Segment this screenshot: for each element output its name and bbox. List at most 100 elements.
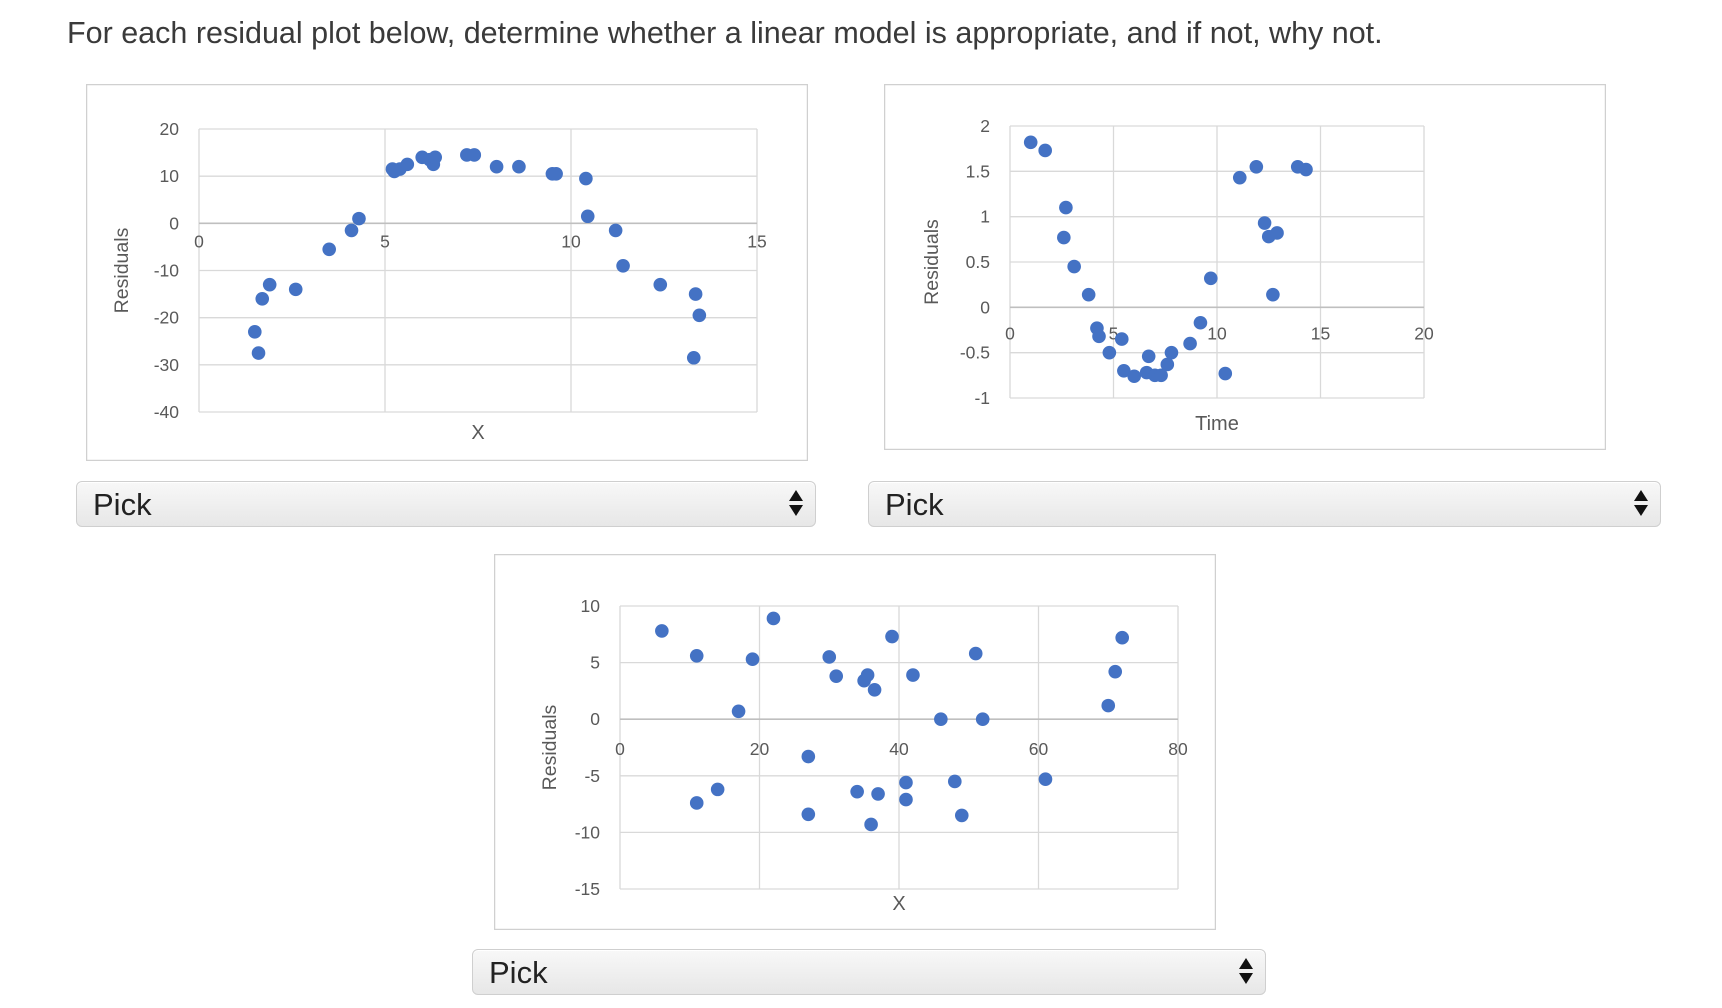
y-tick-label: 1 [980, 207, 990, 227]
data-point [655, 624, 669, 638]
x-axis-title: X [892, 893, 905, 915]
y-tick-label: 5 [590, 653, 600, 673]
residual-plot-2: 2 1.5 1 0.5 0 -0.5 -1 0 5 10 15 20 Residuals Time [884, 84, 1606, 450]
x-tick-label: 0 [194, 231, 204, 251]
x-tick-label: 15 [747, 231, 766, 251]
chart-frame [884, 84, 1606, 450]
answer-select-1[interactable]: Pick [76, 481, 816, 527]
data-point [688, 287, 703, 301]
x-tick-label: 5 [1109, 323, 1119, 343]
x-tick-label: 5 [380, 231, 390, 251]
data-point [251, 346, 266, 360]
data-point [686, 350, 701, 365]
data-point [689, 796, 704, 810]
y-tick-label: -15 [575, 879, 600, 899]
data-point [1067, 259, 1081, 274]
data-point [1038, 772, 1053, 786]
y-tick-label: -20 [154, 308, 180, 328]
data-point [1232, 170, 1247, 185]
data-point [400, 157, 415, 172]
residual-plot-2-svg: 2 1.5 1 0.5 0 -0.5 -1 0 5 10 15 20 Residuals Time [884, 84, 1606, 450]
data-point [801, 807, 816, 822]
data-point [899, 775, 913, 790]
data-point [906, 668, 920, 682]
answer-select-1-value: Pick [93, 487, 152, 522]
data-point [692, 308, 707, 323]
x-tick-label: 10 [561, 231, 581, 251]
x-tick-label: 60 [1029, 739, 1049, 759]
data-point [1154, 368, 1168, 383]
data-point [1117, 364, 1131, 378]
data-point [262, 277, 277, 292]
y-tick-label: 1.5 [966, 161, 990, 181]
y-tick-label: -10 [575, 822, 601, 842]
x-tick-label: 0 [615, 739, 625, 759]
data-point [975, 712, 990, 726]
data-point [1160, 357, 1175, 372]
data-point [1127, 369, 1141, 384]
data-point [1164, 345, 1179, 360]
data-point [1101, 698, 1116, 713]
data-point [860, 668, 875, 682]
answer-select-3[interactable]: Pick [472, 949, 1266, 995]
data-point [512, 159, 526, 174]
data-point [867, 682, 882, 697]
y-axis-title: Residuals [111, 227, 133, 313]
data-point [710, 782, 725, 797]
y-tick-label: 20 [160, 119, 180, 139]
data-point [616, 258, 630, 273]
data-point [1203, 271, 1218, 286]
y-tick-label: -0.5 [960, 343, 990, 363]
data-point [1102, 345, 1117, 360]
data-point [871, 787, 885, 801]
y-tick-label: 0 [590, 709, 600, 729]
y-tick-label: 0 [169, 213, 179, 233]
data-point [322, 242, 336, 257]
residual-plot-1: 20 10 0 -10 -20 -30 -40 0 5 10 15 Residuals X [86, 84, 808, 461]
y-tick-label: 10 [581, 596, 601, 616]
data-point [1038, 143, 1052, 158]
residual-plot-3: 10 5 0 -5 -10 -15 0 20 40 60 80 Residuals X [494, 554, 1216, 930]
question-text: For each residual plot below, determine … [67, 16, 1383, 50]
x-tick-label: 20 [1414, 323, 1434, 343]
x-tick-label: 0 [1005, 323, 1015, 343]
answer-select-2[interactable]: Pick [868, 481, 1661, 527]
residual-plot-3-svg: 10 5 0 -5 -10 -15 0 20 40 60 80 Residuals X [494, 554, 1216, 930]
data-point [948, 774, 962, 789]
data-point [968, 646, 983, 661]
data-point [428, 150, 443, 165]
data-point [934, 712, 948, 726]
x-tick-label: 20 [750, 739, 770, 759]
data-point [1115, 630, 1129, 645]
data-point [549, 167, 563, 181]
y-tick-label: 10 [160, 166, 180, 186]
answer-select-2-value: Pick [885, 487, 944, 522]
data-point [467, 148, 482, 162]
data-point [899, 792, 913, 807]
y-tick-label: 2 [980, 116, 990, 136]
y-tick-label: -40 [154, 402, 180, 422]
data-point [1183, 336, 1197, 351]
data-point [653, 277, 668, 292]
y-tick-label: -10 [154, 261, 180, 281]
chart-frame [86, 84, 808, 461]
y-tick-label: -1 [974, 388, 990, 408]
data-point [255, 292, 270, 306]
y-tick-label: -5 [584, 766, 600, 786]
select-arrows-icon [1634, 490, 1648, 518]
data-point [1299, 162, 1313, 177]
data-point [745, 652, 760, 667]
x-tick-label: 10 [1207, 323, 1227, 343]
data-point [1081, 287, 1096, 302]
x-tick-label: 15 [1311, 323, 1330, 343]
data-point [864, 817, 878, 832]
data-point [822, 650, 837, 664]
x-axis-title: Time [1195, 413, 1239, 435]
y-tick-label: -30 [154, 355, 180, 375]
data-point [489, 159, 504, 174]
data-point [579, 171, 593, 186]
data-point [885, 629, 899, 644]
data-point [580, 209, 595, 224]
data-point [1108, 664, 1123, 679]
y-tick-label: 0.5 [966, 252, 990, 272]
